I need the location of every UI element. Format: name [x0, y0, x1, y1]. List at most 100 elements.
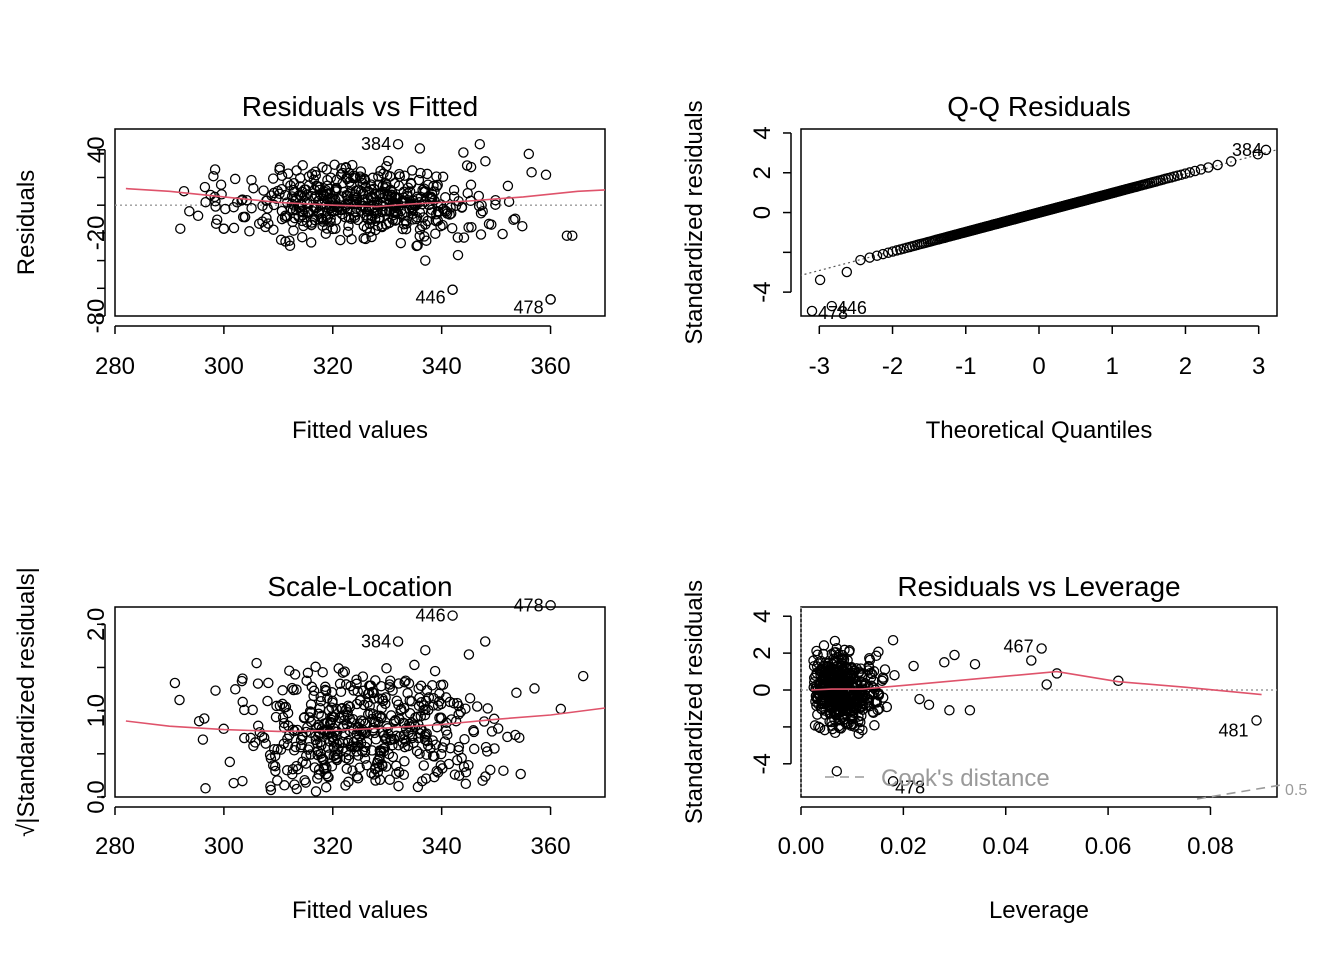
point-label: 478: [818, 303, 848, 323]
data-point: [887, 776, 899, 787]
data-point: [310, 661, 321, 673]
data-point: [418, 704, 429, 716]
data-point: [409, 659, 420, 671]
data-point: [827, 723, 838, 735]
data-point: [228, 222, 240, 234]
data-point: [316, 723, 328, 734]
data-point: [268, 199, 280, 211]
data-point: [210, 218, 222, 229]
plot-frame: [114, 128, 606, 317]
data-point: [328, 711, 340, 723]
data-point: [302, 722, 313, 733]
data-point: [463, 649, 475, 660]
data-point: [421, 749, 432, 760]
data-point: [328, 736, 339, 747]
data-point: [485, 764, 496, 776]
data-point: [343, 700, 354, 711]
data-point: [868, 666, 880, 677]
data-point: [323, 183, 335, 195]
data-point: [458, 232, 470, 243]
data-point: [395, 237, 407, 249]
data-point: [398, 219, 410, 230]
data-point: [848, 673, 859, 684]
data-point: [284, 665, 295, 676]
data-point: [239, 732, 250, 744]
y-tick-label: 0: [749, 683, 776, 696]
data-point: [210, 685, 221, 696]
data-point: [845, 675, 856, 687]
data-point: [431, 171, 442, 182]
x-tick-label: 340: [422, 833, 462, 860]
data-point: [490, 194, 501, 206]
data-point: [277, 685, 288, 696]
data-point: [377, 695, 389, 707]
data-point: [831, 765, 843, 777]
data-point: [806, 305, 818, 317]
y-tick-label: 2.0: [83, 608, 110, 641]
data-point: [326, 761, 338, 772]
chart-title: Residuals vs Fitted: [242, 91, 479, 122]
data-point: [326, 197, 338, 208]
data-point: [349, 210, 360, 221]
data-point: [335, 686, 347, 698]
point-label: 446: [416, 606, 446, 626]
data-point: [864, 654, 876, 666]
data-point: [818, 691, 830, 703]
data-point: [448, 184, 460, 196]
data-point: [475, 208, 487, 219]
data-point: [215, 179, 227, 190]
x-tick-label: -2: [882, 353, 903, 380]
data-point: [200, 783, 211, 794]
y-tick-label: 1.0: [83, 694, 110, 727]
data-point: [393, 780, 404, 792]
data-point: [375, 165, 386, 177]
y-axis: -80 -20 40: [83, 136, 110, 333]
data-point: [419, 734, 431, 746]
data-point: [406, 730, 418, 742]
data-point: [413, 197, 425, 208]
data-point: [319, 762, 330, 774]
data-point: [811, 700, 822, 712]
x-axis-label: Fitted values: [292, 897, 428, 924]
data-point: [429, 195, 440, 206]
data-point: [460, 778, 472, 790]
data-point: [881, 701, 893, 713]
data-point: [433, 696, 445, 707]
data-point: [239, 704, 250, 716]
data-point: [351, 674, 362, 685]
data-point: [392, 138, 404, 150]
data-point: [869, 720, 880, 731]
data-point: [331, 174, 343, 185]
data-point: [435, 698, 447, 710]
data-point: [352, 773, 364, 784]
data-point: [265, 781, 276, 792]
x-tick-label: 0.02: [880, 833, 927, 860]
data-point: [502, 180, 514, 192]
data-point: [415, 167, 426, 179]
data-point: [877, 248, 889, 260]
data-point: [949, 649, 960, 661]
data-point: [837, 649, 848, 661]
data-point: [276, 170, 288, 182]
data-point: [423, 692, 435, 703]
data-point: [826, 648, 838, 660]
data-point: [850, 697, 861, 708]
data-point: [440, 725, 452, 736]
data-point: [464, 692, 476, 704]
data-point: [321, 164, 332, 175]
data-point: [923, 699, 935, 711]
data-point: [418, 760, 430, 771]
x-tick-label: -3: [809, 353, 830, 380]
data-point: [480, 156, 491, 167]
data-point: [864, 252, 875, 263]
data-point: [246, 174, 257, 186]
data-points: [169, 600, 589, 797]
data-point: [853, 728, 864, 739]
data-point: [463, 759, 474, 771]
legend: Cook's distance: [825, 765, 1050, 792]
data-point: [479, 636, 491, 647]
data-point: [460, 703, 471, 714]
data-point: [395, 705, 406, 716]
data-point: [322, 742, 334, 753]
data-point: [330, 752, 342, 764]
